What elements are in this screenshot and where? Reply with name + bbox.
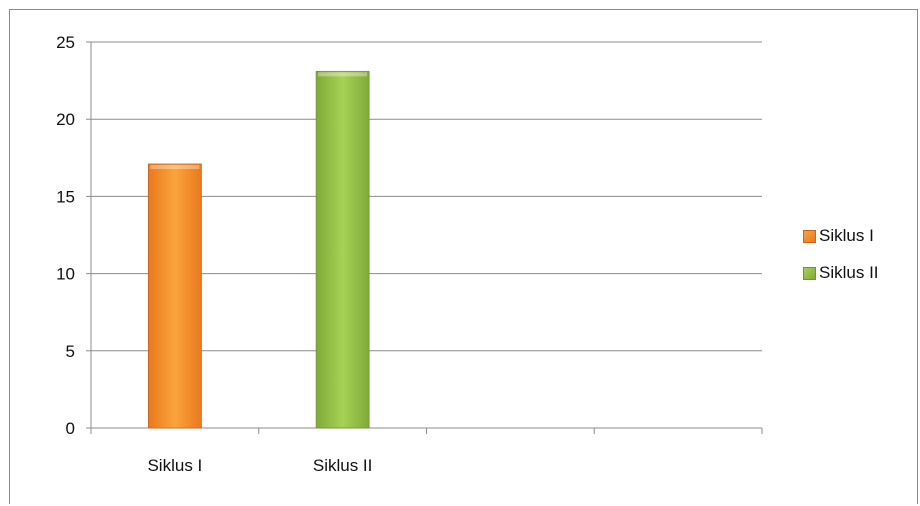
legend: Siklus I Siklus II <box>803 226 879 300</box>
legend-item-siklus-ii: Siklus II <box>803 263 879 283</box>
y-tick-label: 25 <box>56 33 75 52</box>
legend-item-siklus-i: Siklus I <box>803 226 879 246</box>
y-tick-label: 0 <box>66 419 75 438</box>
y-tick-label: 10 <box>56 265 75 284</box>
legend-label-siklus-ii: Siklus II <box>819 263 879 282</box>
legend-label-siklus-i: Siklus I <box>819 226 874 245</box>
legend-swatch-siklus-i <box>803 229 816 243</box>
bar-highlight <box>150 164 200 169</box>
bar-siklus-ii <box>315 70 370 429</box>
x-tick-label: Siklus I <box>147 456 202 475</box>
legend-swatch-siklus-ii <box>803 266 816 280</box>
bar-highlight <box>318 72 368 77</box>
y-tick-label: 20 <box>56 110 75 129</box>
chart-frame <box>9 9 918 504</box>
y-tick-label: 5 <box>66 342 75 361</box>
bar-siklus-i <box>147 163 202 429</box>
y-tick-label: 15 <box>56 187 75 206</box>
x-tick-label: Siklus II <box>313 456 373 475</box>
